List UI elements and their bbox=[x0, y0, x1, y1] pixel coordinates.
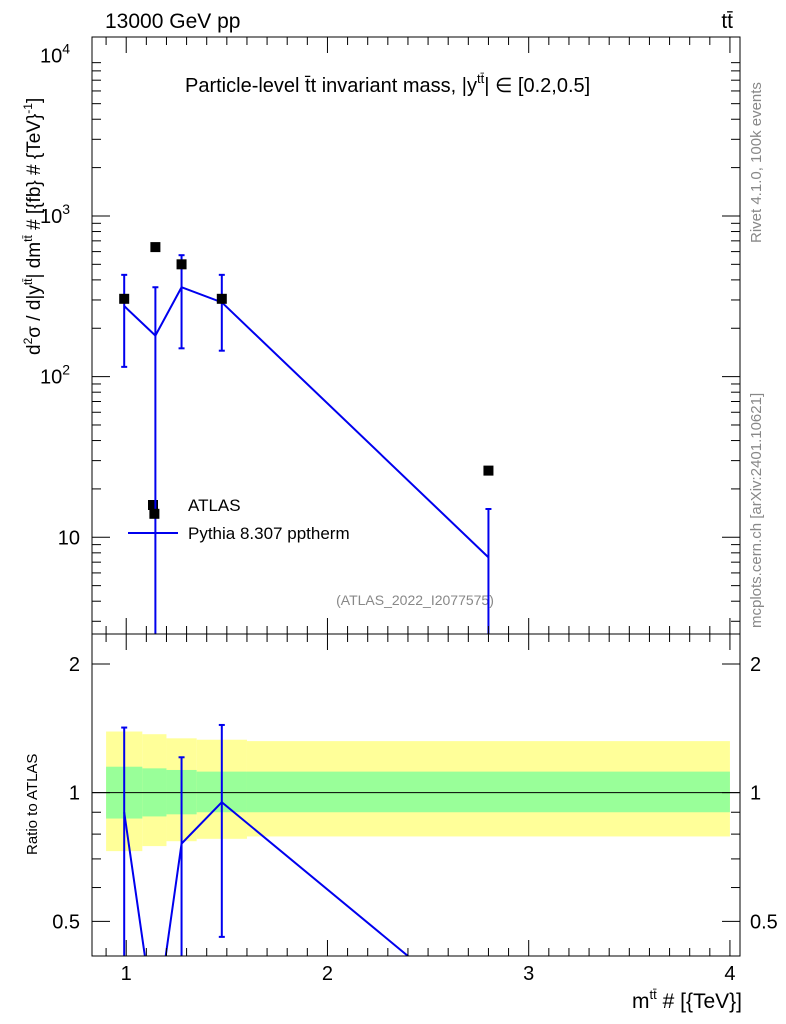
x-tick-label-4: 4 bbox=[724, 963, 735, 985]
y-tick-exponent: 3 bbox=[62, 201, 70, 217]
x-axis-label-sup: tt̄ bbox=[650, 987, 658, 1002]
y-tick-base: 10 bbox=[58, 527, 80, 549]
ylabel-part-5: tt̄ bbox=[21, 235, 35, 242]
x-axis-label-main: m bbox=[632, 990, 650, 1013]
x-tick-label-2: 2 bbox=[322, 963, 333, 985]
ratio-y-tick-label-right-1: 1 bbox=[750, 783, 761, 805]
atlas-marker-1 bbox=[149, 508, 160, 519]
ylabel-part-3: tt̄ bbox=[21, 278, 35, 285]
ratio-y-tick-label-right-2: 2 bbox=[750, 654, 761, 676]
rivet-label: Rivet 4.1.0, 100k events bbox=[748, 82, 765, 243]
atlas-marker-4 bbox=[216, 293, 227, 304]
ratio-y-tick-label-left-2: 2 bbox=[69, 654, 80, 676]
legend-marker-atlas bbox=[148, 500, 158, 510]
chart-title-main: Particle-level t̄t invariant mass, |y bbox=[185, 75, 477, 97]
y-tick-base: 10 bbox=[40, 45, 62, 67]
ratio-panel: 1 2 3 4 0.5 0.5 1 1 2 2 bbox=[52, 633, 778, 985]
ratio-y-tick-label-right-0.5: 0.5 bbox=[750, 911, 778, 933]
legend-label-atlas: ATLAS bbox=[188, 496, 241, 515]
legend: ATLAS Pythia 8.307 pptherm bbox=[128, 496, 350, 543]
process-label: tt̄ bbox=[721, 10, 733, 33]
y-tick-label-10: 10 bbox=[58, 527, 80, 549]
analysis-id: (ATLAS_2022_I2077575) bbox=[336, 592, 494, 608]
source-label: mcplots.cern.ch [arXiv:2401.10621] bbox=[748, 393, 765, 628]
atlas-marker-3 bbox=[176, 259, 187, 270]
band-inner-segment-4 bbox=[246, 771, 730, 813]
y-tick-label-100: 102 bbox=[40, 362, 70, 389]
ylabel-part-2: σ / d|y bbox=[24, 285, 45, 338]
atlas-marker-5 bbox=[483, 465, 494, 476]
main-y-axis-label: d2σ / d|ytt̄| dmtt̄ # [{fb} # {TeV}-1] bbox=[21, 98, 45, 355]
y-tick-exponent: 2 bbox=[62, 362, 70, 378]
x-tick-label-3: 3 bbox=[523, 963, 534, 985]
ylabel-part-6: # [{fb} # {TeV} bbox=[24, 114, 45, 236]
x-axis-label: mtt̄ # [{TeV}] bbox=[632, 987, 742, 1013]
ratio-y-axis-label: Ratio to ATLAS bbox=[24, 754, 41, 855]
ratio-y-tick-label-left-0.5: 0.5 bbox=[52, 911, 80, 933]
mc-series-ratio bbox=[121, 723, 410, 956]
atlas-marker-2 bbox=[150, 242, 161, 253]
mc-series-main bbox=[121, 254, 492, 634]
y-tick-exponent: 4 bbox=[62, 40, 70, 56]
ylabel-part-0: d bbox=[24, 344, 45, 355]
chart-title-sup: tt̄ bbox=[477, 71, 485, 86]
y-tick-label-10000: 104 bbox=[40, 40, 70, 67]
energy-label: 13000 GeV pp bbox=[105, 10, 240, 33]
main-frame bbox=[91, 36, 741, 635]
ratio-frame bbox=[91, 633, 741, 957]
ylabel-part-1: 2 bbox=[21, 337, 35, 344]
ylabel-part-7: -1 bbox=[21, 103, 35, 114]
mc-line-main bbox=[123, 286, 490, 559]
chart-title-tail: | ∈ [0.2,0.5] bbox=[484, 75, 590, 97]
ylabel-part-4: | dm bbox=[24, 242, 45, 279]
x-tick-label-1: 1 bbox=[121, 963, 132, 985]
legend-label-mc: Pythia 8.307 pptherm bbox=[188, 524, 350, 543]
y-tick-base: 10 bbox=[40, 367, 62, 389]
y-tick-label-1000: 103 bbox=[40, 201, 70, 228]
x-axis-label-tail: # [{TeV}] bbox=[657, 990, 742, 1013]
atlas-marker-0 bbox=[119, 293, 130, 304]
y-tick-base: 10 bbox=[40, 206, 62, 228]
ratio-y-tick-label-left-1: 1 bbox=[69, 783, 80, 805]
chart-title: Particle-level t̄t invariant mass, |ytt̄… bbox=[185, 71, 590, 97]
ylabel-part-8: ] bbox=[24, 98, 45, 103]
